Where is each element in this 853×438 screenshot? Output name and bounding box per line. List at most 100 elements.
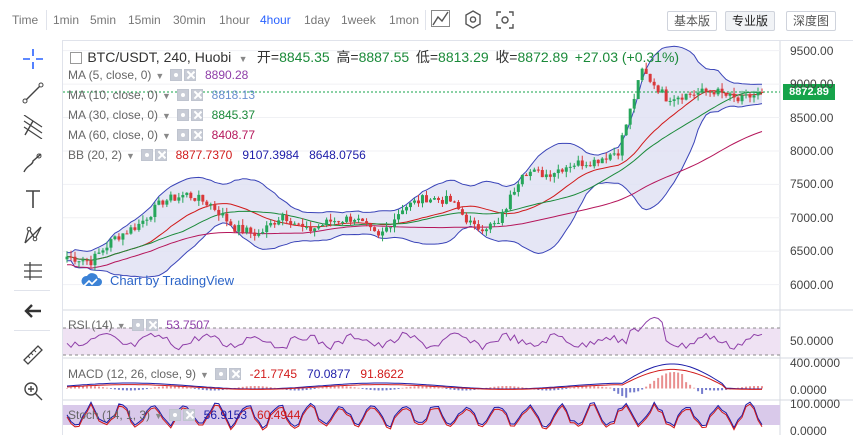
gear-icon[interactable] <box>168 409 181 421</box>
timeframe-time[interactable]: Time <box>12 13 39 27</box>
macd-histogram-bar <box>189 387 192 389</box>
macd-histogram-bar <box>713 388 716 391</box>
gear-icon[interactable] <box>176 129 189 141</box>
close-icon[interactable] <box>154 149 167 161</box>
gear-icon[interactable] <box>176 89 189 101</box>
candle-body <box>381 231 385 236</box>
brush-icon[interactable] <box>20 150 46 176</box>
gear-icon[interactable] <box>176 109 189 121</box>
chevron-down-icon[interactable]: ▼ <box>162 111 171 121</box>
candle-body <box>69 256 73 258</box>
indicator-legend-4[interactable]: BB (20, 2) ▼ 8877.7370 9107.3984 8648.0756 <box>68 148 376 162</box>
timeframe-1mon[interactable]: 1mon <box>389 13 420 27</box>
macd-histogram-bar <box>85 386 88 389</box>
macd-histogram-bar <box>117 388 120 390</box>
timeframe-4hour[interactable]: 4hour <box>260 13 291 27</box>
candle-body <box>516 184 520 192</box>
close-icon[interactable] <box>190 129 203 141</box>
candle-body <box>708 91 712 93</box>
collapse-icon[interactable] <box>70 52 82 64</box>
chevron-down-icon[interactable]: ▼ <box>162 131 171 141</box>
chevron-down-icon[interactable]: ▼ <box>155 71 165 81</box>
timeframe-1week[interactable]: 1week <box>341 13 376 27</box>
gear-icon[interactable] <box>131 319 144 331</box>
candle-body <box>604 158 608 160</box>
mode-button-2[interactable]: 深度图 <box>786 11 837 31</box>
tradingview-watermark[interactable]: Chart by TradingView <box>80 272 234 288</box>
macd-histogram-bar <box>77 386 80 389</box>
macd-histogram-bar <box>629 388 632 393</box>
settings-icon[interactable] <box>462 9 484 31</box>
macd-histogram-bar <box>185 387 188 389</box>
timeframe-30min[interactable]: 30min <box>173 13 206 27</box>
macd-histogram-bar <box>633 388 636 393</box>
ma60-line <box>67 131 763 269</box>
stoch-legend[interactable]: Stoch (14, 1, 3) ▼ 56.9153 60.4944 <box>68 408 310 422</box>
trendline-icon[interactable] <box>20 80 46 106</box>
chevron-down-icon[interactable]: ▼ <box>126 151 135 161</box>
chevron-down-icon[interactable]: ▼ <box>200 370 209 380</box>
stoch-d-line <box>66 403 763 431</box>
measure-lines-icon[interactable] <box>20 258 46 284</box>
price-axis-label: 9500.00 <box>790 43 834 58</box>
timeframe-15min[interactable]: 15min <box>128 13 161 27</box>
macd-histogram-bar <box>545 388 548 391</box>
candle-body <box>109 239 113 248</box>
symbol-title[interactable]: BTC/USDT, 240, Huobi <box>87 49 232 65</box>
indicator-legend-2[interactable]: MA (30, close, 0) ▼ 8845.37 <box>68 108 265 122</box>
zoom-icon[interactable] <box>20 378 46 404</box>
close-icon[interactable] <box>228 368 241 380</box>
close-icon[interactable] <box>190 89 203 101</box>
chevron-down-icon[interactable]: ▼ <box>116 321 126 331</box>
indicator-legend-3[interactable]: MA (60, close, 0) ▼ 8408.77 <box>68 128 265 142</box>
indicator-legend-0[interactable]: MA (5, close, 0) ▼ 8890.28 <box>68 68 258 82</box>
gear-icon[interactable] <box>214 368 227 380</box>
candle-body <box>333 221 337 223</box>
mode-button-0[interactable]: 基本版 <box>667 11 718 31</box>
crosshair-icon[interactable] <box>20 46 46 72</box>
pattern-icon[interactable] <box>20 222 46 248</box>
chevron-down-icon[interactable]: ▼ <box>162 91 171 101</box>
timeframe-1day[interactable]: 1day <box>304 13 331 27</box>
timeframe-1min[interactable]: 1min <box>53 13 80 27</box>
candle-body <box>105 247 109 251</box>
macd-legend[interactable]: MACD (12, 26, close, 9) ▼ -21.7745 70.0877… <box>68 367 414 381</box>
chevron-down-icon[interactable]: ▼ <box>154 411 163 421</box>
candle-body <box>137 223 141 230</box>
change-value: +27.03 (+0.31%) <box>574 49 680 65</box>
indicator-legend-1[interactable]: MA (10, close, 0) ▼ 8818.13 <box>68 88 265 102</box>
close-icon[interactable] <box>184 69 197 81</box>
fib-icon[interactable] <box>20 114 46 140</box>
candle-body <box>428 199 432 203</box>
rsi-line <box>66 316 763 351</box>
macd-histogram-bar <box>309 388 312 390</box>
indicator-value: 8648.0756 <box>309 148 366 162</box>
back-arrow-icon[interactable] <box>20 298 46 324</box>
close-icon[interactable] <box>190 109 203 121</box>
macd-histogram-bar <box>409 386 412 389</box>
macd-axis-label: 400.0000 <box>790 356 841 370</box>
drawing-toolbar <box>0 40 63 435</box>
text-icon[interactable] <box>20 186 46 212</box>
candle-body <box>277 220 281 225</box>
macd-histogram-bar <box>469 388 472 391</box>
gear-icon[interactable] <box>170 69 183 81</box>
indicator-icon[interactable] <box>430 9 452 31</box>
rsi-legend[interactable]: RSI (14) ▼ 53.7507 <box>68 318 220 332</box>
screenshot-icon[interactable] <box>494 9 516 31</box>
mode-button-1[interactable]: 专业版 <box>725 11 776 31</box>
bollinger-lower-line <box>66 103 763 278</box>
macd-histogram-bar <box>709 388 712 391</box>
ruler-icon[interactable] <box>20 342 46 368</box>
candle-body <box>628 108 632 125</box>
timeframe-5min[interactable]: 5min <box>90 13 117 27</box>
gear-icon[interactable] <box>140 149 153 161</box>
close-icon[interactable] <box>145 319 158 331</box>
timeframe-1hour[interactable]: 1hour <box>219 13 250 27</box>
chevron-down-icon[interactable]: ▼ <box>238 54 248 64</box>
macd-histogram-bar <box>365 388 368 390</box>
candle-body <box>568 166 572 168</box>
close-icon[interactable] <box>182 409 195 421</box>
indicator-label: MACD (12, 26, close, 9) <box>68 367 197 381</box>
